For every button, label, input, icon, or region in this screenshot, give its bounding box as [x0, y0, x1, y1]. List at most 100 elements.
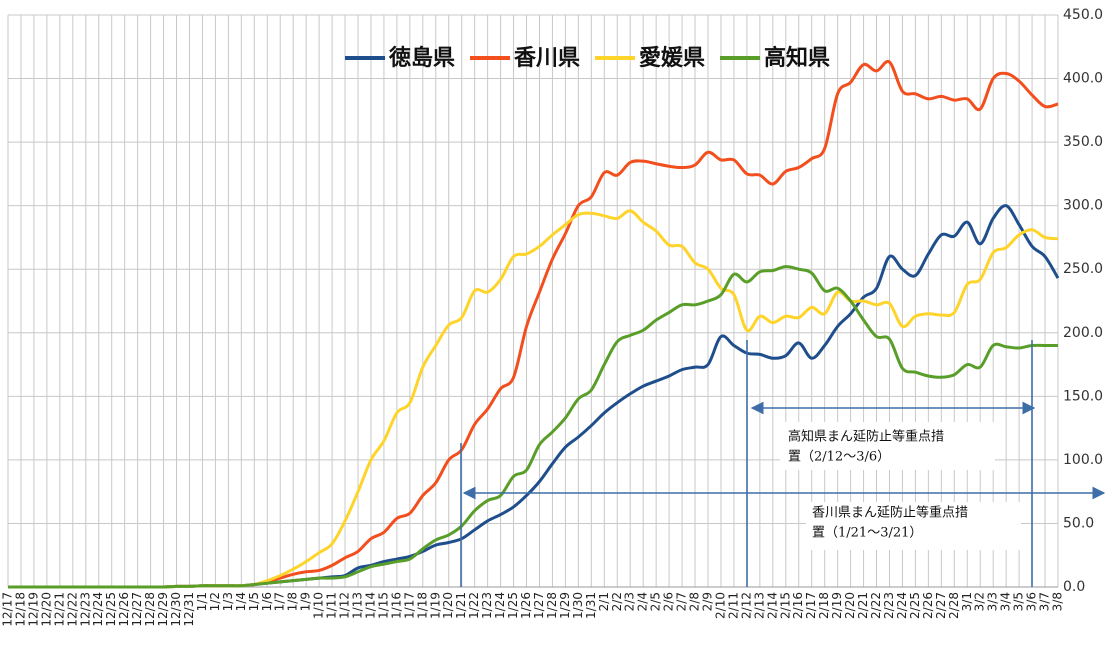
x-tick-label: 3/4	[999, 592, 1013, 611]
x-tick-label: 12/22	[65, 592, 79, 627]
x-tick-label: 2/21	[856, 592, 870, 619]
x-tick-label: 12/27	[130, 592, 144, 627]
x-tick-label: 1/24	[493, 592, 507, 619]
x-tick-label: 1/22	[467, 592, 481, 619]
x-tick-label: 1/21	[454, 592, 468, 619]
x-tick-label: 1/16	[389, 592, 403, 619]
x-tick-label: 2/14	[765, 592, 779, 619]
x-tick-label: 1/31	[584, 592, 598, 619]
x-tick-label: 1/25	[506, 592, 520, 619]
x-tick-label: 2/1	[597, 592, 611, 611]
x-tick-label: 12/21	[52, 592, 66, 627]
x-tick-label: 3/7	[1038, 592, 1052, 611]
x-tick-label: 2/28	[947, 592, 961, 619]
annotation-text: 香川県まん延防止等重点措	[812, 505, 968, 521]
annotation-text: 高知県まん延防止等重点措	[788, 429, 944, 445]
x-tick-label: 12/25	[104, 592, 118, 627]
x-tick-label: 3/6	[1025, 592, 1039, 611]
x-tick-label: 1/9	[299, 592, 313, 611]
x-tick-label: 1/18	[415, 592, 429, 619]
x-tick-label: 1/28	[545, 592, 559, 619]
x-tick-label: 2/7	[675, 592, 689, 611]
x-tick-label: 2/15	[778, 592, 792, 619]
y-tick-label: 350.0	[1063, 134, 1103, 150]
x-tick-label: 2/24	[895, 592, 909, 619]
x-tick-label: 3/8	[1051, 592, 1065, 611]
x-tick-label: 2/26	[921, 592, 935, 619]
x-tick-label: 2/3	[623, 592, 637, 611]
legend-label: 香川県	[514, 46, 580, 71]
x-tick-label: 2/6	[662, 592, 676, 611]
y-tick-label: 400.0	[1063, 71, 1103, 87]
x-tick-label: 12/20	[39, 592, 53, 627]
x-tick-label: 2/13	[752, 592, 766, 619]
x-tick-label: 1/3	[221, 592, 235, 611]
annotations: 高知県まん延防止等重点措 置（2/12〜3/6） 香川県まん延防止等重点措 置（…	[460, 340, 1106, 587]
x-tick-label: 12/19	[26, 592, 40, 627]
x-tick-label: 3/2	[973, 592, 987, 611]
x-tick-label: 2/8	[688, 592, 702, 611]
x-tick-label: 1/19	[428, 592, 442, 619]
x-tick-label: 3/3	[986, 592, 1000, 611]
legend-label: 徳島県	[388, 45, 455, 71]
y-tick-label: 250.0	[1063, 261, 1103, 277]
x-tick-label: 2/27	[934, 592, 948, 619]
y-tick-label: 300.0	[1063, 198, 1103, 214]
x-tick-label: 1/8	[286, 592, 300, 611]
x-tick-label: 1/14	[363, 592, 377, 619]
x-tick-label: 1/7	[273, 592, 287, 611]
x-tick-label: 2/5	[649, 592, 663, 611]
x-tick-label: 1/4	[234, 592, 248, 611]
x-tick-label: 3/5	[1012, 592, 1026, 611]
y-tick-label: 200.0	[1063, 325, 1103, 341]
y-tick-label: 50.0	[1063, 515, 1094, 531]
x-tick-label: 1/5	[247, 592, 261, 611]
x-tick-label: 1/2	[208, 592, 222, 611]
annotation-text: 置（1/21〜3/21）	[812, 526, 922, 541]
x-tick-label: 1/23	[480, 592, 494, 619]
x-tick-label: 12/30	[169, 592, 183, 627]
x-tick-label: 1/30	[571, 592, 585, 619]
x-tick-label: 1/27	[532, 592, 546, 619]
x-tick-label: 1/1	[195, 592, 209, 611]
x-tick-label: 3/1	[960, 592, 974, 611]
annotation-box	[780, 422, 995, 470]
series-line	[8, 265, 1058, 589]
x-tick-label: 2/16	[791, 592, 805, 619]
x-tick-label: 12/17	[1, 592, 15, 627]
x-tick-label: 12/23	[78, 592, 92, 627]
x-tick-label: 1/10	[312, 592, 326, 619]
x-tick-label: 1/17	[402, 592, 416, 619]
x-tick-label: 2/11	[726, 592, 740, 619]
x-tick-label: 1/15	[376, 592, 390, 619]
x-tick-label: 1/20	[441, 592, 455, 619]
y-tick-label: 150.0	[1063, 388, 1103, 404]
x-tick-label: 2/4	[636, 592, 650, 611]
annotation-text: 置（2/12〜3/6）	[788, 450, 890, 465]
x-tick-label: 1/26	[519, 592, 533, 619]
x-tick-label: 2/23	[882, 592, 896, 619]
x-tick-label: 2/17	[804, 592, 818, 619]
y-tick-label: 100.0	[1063, 452, 1103, 468]
x-tick-label: 12/18	[13, 592, 27, 627]
x-tick-label: 12/24	[91, 592, 105, 627]
x-tick-label: 1/6	[260, 592, 274, 611]
x-tick-label: 12/28	[143, 592, 157, 627]
x-tick-label: 2/9	[701, 592, 715, 611]
x-tick-label: 1/11	[325, 592, 339, 619]
legend-label: 愛媛県	[639, 45, 705, 71]
y-tick-label: 450.0	[1063, 7, 1103, 23]
legend-label: 高知県	[764, 45, 830, 71]
annotation-box	[806, 502, 1021, 550]
x-tick-label: 2/22	[869, 592, 883, 619]
x-tick-label: 12/29	[156, 592, 170, 627]
x-tick-label: 2/12	[739, 592, 753, 619]
legend: 徳島県 香川県 愛媛県 高知県	[345, 45, 830, 71]
y-tick-label: 0.0	[1063, 579, 1085, 595]
x-tick-label: 1/13	[351, 592, 365, 619]
x-tick-label: 2/25	[908, 592, 922, 619]
x-tick-label: 2/19	[830, 592, 844, 619]
x-tick-label: 2/18	[817, 592, 831, 619]
x-tick-label: 2/2	[610, 592, 624, 611]
